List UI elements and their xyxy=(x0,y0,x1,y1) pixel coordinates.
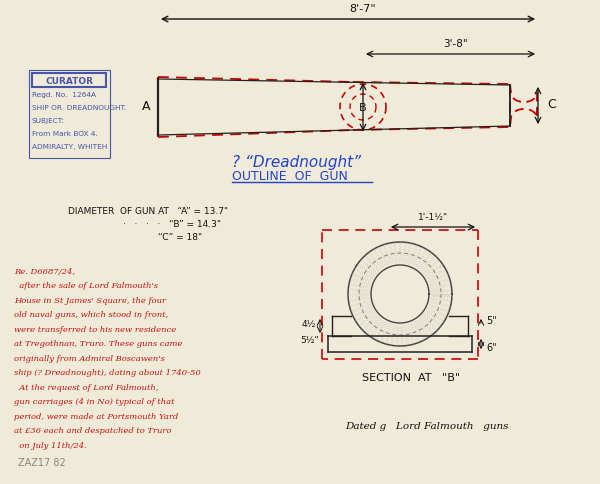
Text: Regd. No.  1264A: Regd. No. 1264A xyxy=(32,92,96,98)
Text: CURATOR: CURATOR xyxy=(45,77,93,86)
Text: ·   ·   ·   ·   “B” = 14.3": · · · · “B” = 14.3" xyxy=(123,220,221,228)
Text: C: C xyxy=(548,98,556,111)
Text: at £36 each and despatched to Truro: at £36 each and despatched to Truro xyxy=(14,426,172,435)
Text: ship (? Dreadnought), dating about 1740-50: ship (? Dreadnought), dating about 1740-… xyxy=(14,369,201,377)
Text: 4½: 4½ xyxy=(302,320,316,329)
Text: ADMIRALTY, WHITEH: ADMIRALTY, WHITEH xyxy=(32,144,107,150)
Text: SUBJECT:: SUBJECT: xyxy=(32,118,65,124)
Text: period, were made at Portsmouth Yard: period, were made at Portsmouth Yard xyxy=(14,412,178,420)
Text: at Tregothnan, Truro. These guns came: at Tregothnan, Truro. These guns came xyxy=(14,340,182,348)
Text: ZAZ17 82: ZAZ17 82 xyxy=(18,457,66,467)
Text: From Mark BOX 4.: From Mark BOX 4. xyxy=(32,131,98,136)
Text: gun carriages (4 in No) typical of that: gun carriages (4 in No) typical of that xyxy=(14,398,175,406)
Text: A: A xyxy=(142,100,150,113)
Text: ? “Dreadnought”: ? “Dreadnought” xyxy=(232,155,361,170)
Text: SHIP OR  DREADNOUGHT.: SHIP OR DREADNOUGHT. xyxy=(32,105,127,111)
Text: 5": 5" xyxy=(486,316,497,325)
Text: 3'-8": 3'-8" xyxy=(443,39,468,49)
Text: on July 11th/24.: on July 11th/24. xyxy=(14,441,87,449)
Text: 6": 6" xyxy=(486,342,497,352)
Text: 8'-7": 8'-7" xyxy=(350,4,376,14)
Text: At the request of Lord Falmouth,: At the request of Lord Falmouth, xyxy=(14,383,158,391)
Text: originally from Admiral Boscawen's: originally from Admiral Boscawen's xyxy=(14,354,165,362)
Text: after the sale of Lord Falmouth's: after the sale of Lord Falmouth's xyxy=(14,282,158,290)
Text: Dated g   Lord Falmouth   guns: Dated g Lord Falmouth guns xyxy=(345,421,509,430)
Text: House in St James' Square, the four: House in St James' Square, the four xyxy=(14,296,166,304)
Text: 1'-1½": 1'-1½" xyxy=(418,212,448,222)
Text: were transferred to his new residence: were transferred to his new residence xyxy=(14,325,176,333)
Text: old naval guns, which stood in front,: old naval guns, which stood in front, xyxy=(14,311,168,319)
Text: Re. D6687/24,: Re. D6687/24, xyxy=(14,268,75,275)
Text: “C” = 18": “C” = 18" xyxy=(158,232,202,242)
Text: DIAMETER  OF GUN AT   “A” = 13.7": DIAMETER OF GUN AT “A” = 13.7" xyxy=(68,207,228,215)
Text: SECTION  AT   "B": SECTION AT "B" xyxy=(362,372,460,382)
Text: OUTLINE  OF  GUN: OUTLINE OF GUN xyxy=(232,170,348,183)
Text: 5½": 5½" xyxy=(300,336,319,345)
Text: B: B xyxy=(359,103,367,113)
